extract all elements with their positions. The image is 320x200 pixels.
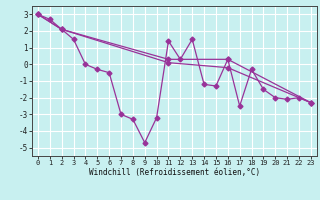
- X-axis label: Windchill (Refroidissement éolien,°C): Windchill (Refroidissement éolien,°C): [89, 168, 260, 177]
